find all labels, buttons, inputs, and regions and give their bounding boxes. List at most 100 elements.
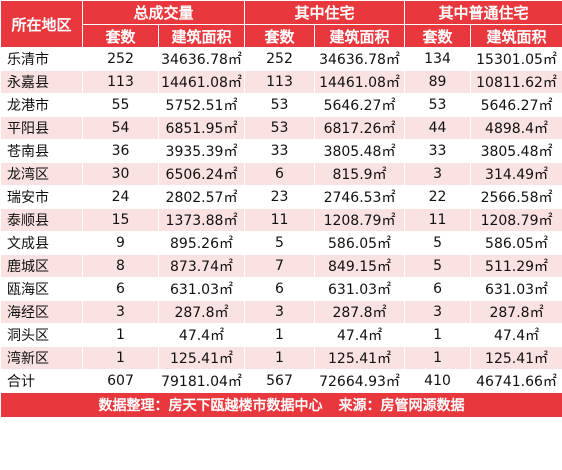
residential-units-cell: 113 — [244, 70, 316, 94]
ordinary-units-cell: 89 — [404, 70, 472, 94]
region-cell: 平阳县 — [0, 116, 83, 140]
ordinary-area-cell: 4898.4㎡ — [470, 116, 562, 140]
data-compiler-text: 数据整理：房天下瓯越楼市数据中心 — [98, 398, 323, 414]
total-area-cell: 1373.88㎡ — [157, 208, 246, 232]
region-cell: 海经区 — [0, 300, 83, 324]
ordinary-units-cell: 410 — [404, 369, 472, 393]
region-cell: 瑞安市 — [0, 185, 83, 209]
table-row: 乐清市 252 34636.78㎡ 252 34636.78㎡ 134 1530… — [0, 47, 562, 71]
total-area-cell: 6851.95㎡ — [157, 116, 246, 140]
ordinary-units-cell: 11 — [404, 208, 472, 232]
table-row: 泰顺县 15 1373.88㎡ 11 1208.79㎡ 11 1208.79㎡ — [0, 208, 562, 232]
total-area-cell: 873.74㎡ — [157, 254, 246, 278]
table-row: 瑞安市 24 2802.57㎡ 23 2746.53㎡ 22 2566.58㎡ — [0, 185, 562, 209]
ordinary-area-cell: 46741.66㎡ — [470, 369, 562, 393]
ordinary-units-cell: 6 — [404, 277, 472, 301]
total-area-cell: 3935.39㎡ — [157, 139, 246, 163]
total-area-cell: 125.41㎡ — [157, 346, 246, 370]
total-units-cell: 3 — [82, 300, 159, 324]
total-units-cell: 1 — [82, 323, 159, 347]
header-ordinary-area: 建筑面积 — [470, 24, 562, 48]
region-cell: 泰顺县 — [0, 208, 83, 232]
residential-units-cell: 1 — [244, 323, 316, 347]
total-area-cell: 34636.78㎡ — [157, 47, 246, 71]
header-total-units: 套数 — [82, 24, 159, 48]
header-group-total: 总成交量 — [81, 0, 246, 25]
residential-units-cell: 1 — [244, 346, 316, 370]
header-residential-area: 建筑面积 — [314, 24, 406, 48]
total-row: 合计 607 79181.04㎡ 567 72664.93㎡ 410 46741… — [0, 369, 562, 393]
footer-row: 数据整理：房天下瓯越楼市数据中心 来源：房管网源数据 — [0, 392, 562, 418]
residential-area-cell: 72664.93㎡ — [314, 369, 406, 393]
residential-units-cell: 252 — [244, 47, 316, 71]
ordinary-area-cell: 3805.48㎡ — [470, 139, 562, 163]
ordinary-area-cell: 15301.05㎡ — [470, 47, 562, 71]
residential-units-cell: 7 — [244, 254, 316, 278]
table-row: 瓯海区 6 631.03㎡ 6 631.03㎡ 6 631.03㎡ — [0, 277, 562, 301]
region-cell: 永嘉县 — [0, 70, 83, 94]
total-label: 合计 — [0, 369, 83, 393]
region-cell: 文成县 — [0, 231, 83, 255]
total-units-cell: 1 — [82, 346, 159, 370]
ordinary-units-cell: 22 — [404, 185, 472, 209]
total-area-cell: 14461.08㎡ — [157, 70, 246, 94]
region-cell: 鹿城区 — [0, 254, 83, 278]
residential-area-cell: 2746.53㎡ — [314, 185, 406, 209]
ordinary-area-cell: 314.49㎡ — [470, 162, 562, 186]
ordinary-area-cell: 586.05㎡ — [470, 231, 562, 255]
residential-units-cell: 23 — [244, 185, 316, 209]
region-cell: 苍南县 — [0, 139, 83, 163]
residential-area-cell: 586.05㎡ — [314, 231, 406, 255]
ordinary-units-cell: 5 — [404, 254, 472, 278]
region-cell: 湾新区 — [0, 346, 83, 370]
residential-area-cell: 125.41㎡ — [314, 346, 406, 370]
ordinary-area-cell: 287.8㎡ — [470, 300, 562, 324]
ordinary-area-cell: 10811.62㎡ — [470, 70, 562, 94]
table-row: 湾新区 1 125.41㎡ 1 125.41㎡ 1 125.41㎡ — [0, 346, 562, 370]
total-units-cell: 36 — [82, 139, 159, 163]
total-area-cell: 47.4㎡ — [157, 323, 246, 347]
residential-area-cell: 47.4㎡ — [314, 323, 406, 347]
residential-area-cell: 6817.26㎡ — [314, 116, 406, 140]
ordinary-units-cell: 44 — [404, 116, 472, 140]
residential-area-cell: 3805.48㎡ — [314, 139, 406, 163]
residential-units-cell: 53 — [244, 93, 316, 117]
total-area-cell: 2802.57㎡ — [157, 185, 246, 209]
residential-units-cell: 33 — [244, 139, 316, 163]
ordinary-units-cell: 5 — [404, 231, 472, 255]
residential-units-cell: 6 — [244, 162, 316, 186]
table-row: 平阳县 54 6851.95㎡ 53 6817.26㎡ 44 4898.4㎡ — [0, 116, 562, 140]
header-group-residential: 其中住宅 — [244, 0, 406, 25]
ordinary-area-cell: 1208.79㎡ — [470, 208, 562, 232]
region-cell: 龙湾区 — [0, 162, 83, 186]
ordinary-area-cell: 5646.27㎡ — [470, 93, 562, 117]
total-units-cell: 9 — [82, 231, 159, 255]
region-cell: 瓯海区 — [0, 277, 83, 301]
ordinary-units-cell: 3 — [404, 162, 472, 186]
total-units-cell: 607 — [82, 369, 159, 393]
total-area-cell: 5752.51㎡ — [157, 93, 246, 117]
table-row: 海经区 3 287.8㎡ 3 287.8㎡ 3 287.8㎡ — [0, 300, 562, 324]
residential-area-cell: 34636.78㎡ — [314, 47, 406, 71]
ordinary-units-cell: 33 — [404, 139, 472, 163]
total-area-cell: 631.03㎡ — [157, 277, 246, 301]
total-area-cell: 895.26㎡ — [157, 231, 246, 255]
total-area-cell: 287.8㎡ — [157, 300, 246, 324]
footer-bar: 数据整理：房天下瓯越楼市数据中心 来源：房管网源数据 — [0, 392, 562, 418]
ordinary-area-cell: 631.03㎡ — [470, 277, 562, 301]
total-units-cell: 30 — [82, 162, 159, 186]
total-units-cell: 24 — [82, 185, 159, 209]
header-total-area: 建筑面积 — [157, 24, 246, 48]
residential-area-cell: 14461.08㎡ — [314, 70, 406, 94]
residential-units-cell: 3 — [244, 300, 316, 324]
table-row: 永嘉县 113 14461.08㎡ 113 14461.08㎡ 89 10811… — [0, 70, 562, 94]
residential-units-cell: 5 — [244, 231, 316, 255]
total-units-cell: 54 — [82, 116, 159, 140]
ordinary-units-cell: 134 — [404, 47, 472, 71]
ordinary-area-cell: 125.41㎡ — [470, 346, 562, 370]
region-cell: 龙港市 — [0, 93, 83, 117]
total-area-cell: 79181.04㎡ — [157, 369, 246, 393]
total-units-cell: 15 — [82, 208, 159, 232]
table-row: 龙港市 55 5752.51㎡ 53 5646.27㎡ 53 5646.27㎡ — [0, 93, 562, 117]
